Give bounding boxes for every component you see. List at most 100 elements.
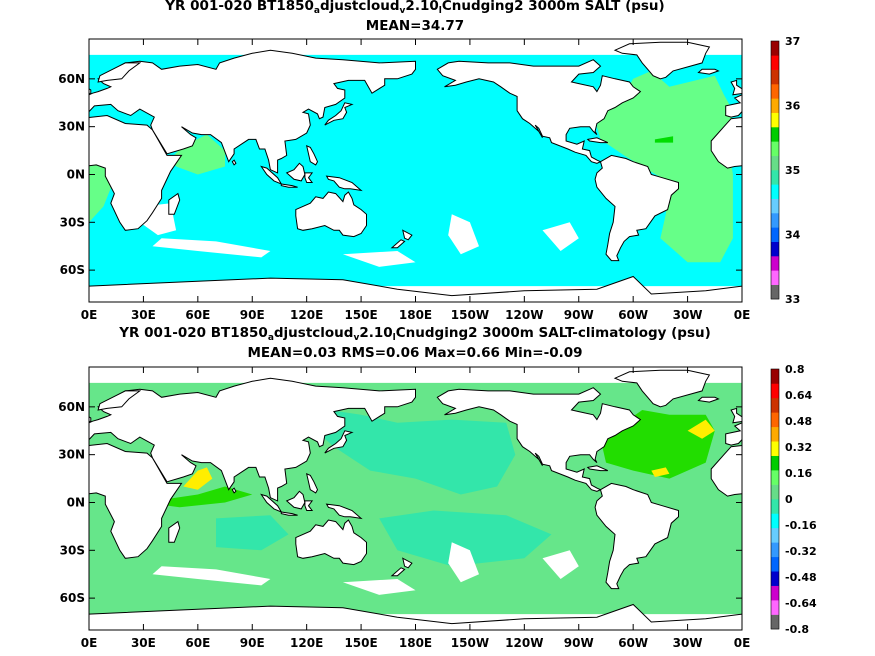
y-tick-label: 0N — [67, 495, 85, 509]
ocean-field-patch — [448, 542, 479, 583]
x-tick-label: 90E — [240, 308, 265, 322]
x-tick-label: 150E — [344, 308, 377, 322]
colorbar-swatch — [771, 127, 779, 142]
colorbar-swatch — [771, 542, 779, 558]
land-madagascar — [168, 192, 181, 215]
colorbar-swatch — [771, 84, 779, 99]
colorbar-swatch — [771, 383, 779, 399]
colorbar-frame — [770, 368, 780, 630]
land-madagascar — [168, 520, 181, 543]
colorbar-tick-label: -0.16 — [785, 519, 817, 532]
top-chart-title: YR 001-020 BT1850adjustcloudv2.10lCnudgi… — [165, 0, 665, 16]
y-tick-label: 60S — [60, 263, 85, 277]
x-tick-label: 180E — [399, 636, 432, 650]
colorbar-swatch — [771, 198, 779, 214]
colorbar-tick-label: 0.8 — [785, 363, 805, 376]
colorbar-swatch — [771, 227, 779, 242]
colorbar-tick-label: 34 — [785, 229, 801, 242]
colorbar-tick-label: 37 — [785, 35, 800, 48]
ocean-field-patch — [542, 550, 579, 579]
land-africa-wrap — [710, 444, 742, 497]
y-tick-label: 0N — [67, 167, 85, 181]
colorbar-tick-label: 0 — [785, 493, 793, 506]
colorbar-swatch — [771, 499, 779, 514]
land-newguinea — [325, 503, 363, 520]
land-namerica — [436, 59, 642, 164]
map-plot-area — [89, 39, 742, 302]
colorbar-tick-label: -0.48 — [785, 571, 817, 584]
land-greenland — [613, 369, 711, 408]
x-tick-label: 150W — [451, 308, 489, 322]
colorbar-swatch — [771, 614, 779, 630]
colorbar-swatch — [771, 112, 779, 128]
colorbar-swatch — [771, 41, 779, 56]
land-philippines — [305, 144, 319, 166]
x-tick-label: 120E — [290, 636, 323, 650]
bottom-salinity-anomaly-map: 0E 30E 60E 90E 120E 150E 180E 150W 120W 90W 60W 30W… — [58, 363, 817, 650]
land-nz_s — [390, 239, 406, 249]
colorbar-tick-label: -0.8 — [785, 623, 809, 636]
x-tick-label: 0E — [734, 636, 751, 650]
colorbar-tick-label: 0.64 — [785, 389, 812, 402]
colorbar-tick-label: 0.48 — [785, 415, 812, 428]
land-antarctica — [89, 603, 742, 630]
colorbar-swatch — [771, 397, 779, 413]
colorbar-swatch — [771, 600, 779, 615]
x-tick-label: 90W — [564, 636, 594, 650]
colorbar-swatch — [771, 426, 779, 442]
x-tick-label: 30E — [131, 308, 156, 322]
land-eurasia-wrap — [725, 422, 742, 446]
bottom-chart-subtitle: MEAN=0.03 RMS=0.06 Max=0.66 Min=-0.09 — [247, 345, 583, 361]
ocean-field-patch — [216, 515, 289, 551]
land-philippines — [305, 472, 319, 494]
land-nz_s — [390, 567, 406, 577]
land-eurasia — [89, 49, 416, 174]
land-uk-wrap — [730, 79, 742, 96]
colorbar-swatch — [771, 141, 779, 156]
colorbar-tick-label: 0.16 — [785, 467, 812, 480]
land-cuba — [586, 137, 609, 144]
colorbar-tick-label: 36 — [785, 100, 801, 113]
colorbar-swatch — [771, 284, 779, 300]
x-tick-label: 120W — [505, 636, 543, 650]
land-srilanka — [231, 487, 237, 494]
land-newguinea — [325, 175, 363, 192]
colorbar-swatch — [771, 513, 779, 529]
colorbar-tick-label: 0.32 — [785, 441, 812, 454]
colorbar-swatch — [771, 55, 779, 70]
x-tick-label: 150W — [451, 636, 489, 650]
land-scandtip — [97, 390, 142, 411]
land-africa — [89, 442, 183, 559]
ocean-field-patch — [687, 419, 715, 439]
land-australia — [295, 519, 367, 566]
x-tick-label: 0E — [734, 308, 751, 322]
colorbar-swatch — [771, 585, 779, 601]
land-eurasia-wrap — [725, 94, 742, 118]
colorbar-swatch — [771, 69, 779, 85]
ocean-field-patch — [596, 70, 733, 263]
y-tick-label: 30S — [60, 215, 85, 229]
colorbar-swatch — [771, 484, 779, 500]
x-tick-label: 90E — [240, 636, 265, 650]
colorbar-tick-label: 35 — [785, 164, 800, 177]
ocean-field-patch — [651, 467, 670, 477]
colorbar-swatch — [771, 556, 779, 572]
land-namerica — [436, 387, 642, 492]
ocean-field-patch — [152, 566, 271, 586]
y-tick-label: 30S — [60, 543, 85, 557]
x-tick-label: 60E — [185, 636, 210, 650]
map-plot-area — [89, 367, 742, 630]
land-iceland — [697, 68, 720, 75]
land-samerica — [594, 482, 679, 590]
y-tick-label: 30N — [58, 448, 85, 462]
y-tick-label: 60N — [58, 72, 85, 86]
colorbar-swatch — [771, 412, 779, 428]
y-tick-label: 60N — [58, 400, 85, 414]
colorbar-swatch — [771, 155, 779, 171]
land-uk-wrap — [730, 407, 742, 424]
land-samerica — [594, 154, 679, 262]
x-tick-label: 30E — [131, 636, 156, 650]
land-nz_n — [402, 557, 413, 569]
colorbar-swatch — [771, 369, 779, 384]
colorbar-swatch — [771, 213, 779, 228]
